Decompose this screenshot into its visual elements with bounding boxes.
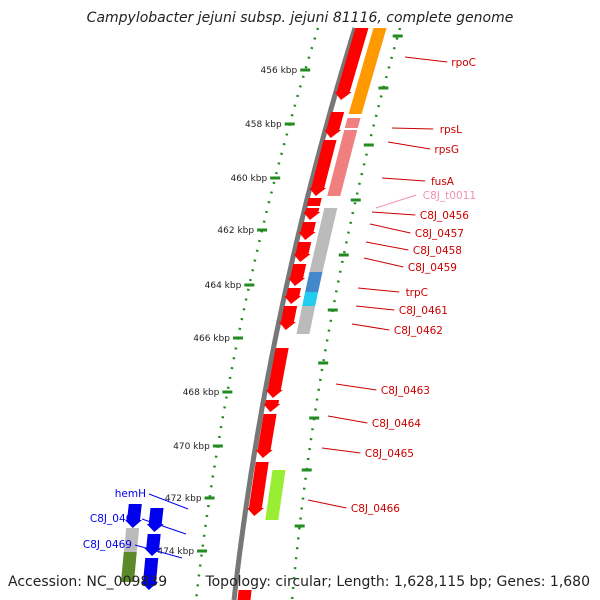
ruler-tick-label: 472 kbp <box>165 494 202 504</box>
ruler-tick-label: 464 kbp <box>205 281 242 291</box>
label-leader-line <box>351 323 390 331</box>
gene-label: C8J_0469 <box>83 539 132 551</box>
gene-label: C8J_0466 <box>351 503 400 515</box>
label-leader-line <box>381 177 426 182</box>
gene-label: C8J_0468 <box>90 513 139 525</box>
ruler-tick-label: 456 kbp <box>261 66 298 76</box>
gene-C8J_0468 <box>146 508 164 532</box>
gene-rpsL <box>324 112 345 138</box>
label-leader-line <box>363 257 404 268</box>
gene-C8J_0456 <box>303 208 321 220</box>
lime-block <box>265 470 286 520</box>
ruler-tick-label: 468 kbp <box>183 388 220 398</box>
gene-label: C8J_0464 <box>372 418 421 430</box>
gene-trpC <box>284 288 302 304</box>
ruler-tick-label: 462 kbp <box>217 226 254 236</box>
gene-label: C8J_0456 <box>420 210 469 222</box>
feature-labels: 456 kbp 458 kbp 460 kbp 462 kbp 464 kbp 466 k… <box>83 56 476 559</box>
accession-label: Accession: NC_009839 <box>8 574 168 590</box>
label-leader-line <box>387 141 431 150</box>
feature-tracks <box>121 27 403 600</box>
cyan-block <box>302 292 319 306</box>
label-leader-line <box>391 127 434 130</box>
gene-blue-bottom <box>141 558 159 590</box>
gene-label: C8J_0459 <box>408 262 457 274</box>
gray-block <box>123 528 140 552</box>
ruler-tick-label: 466 kbp <box>193 334 230 344</box>
genome-stats-label: Topology: circular; Length: 1,628,115 bp… <box>205 574 590 590</box>
rrna-block <box>348 28 387 114</box>
gene-label: C8J_0462 <box>394 325 443 337</box>
gene-label: C8J_0465 <box>365 448 414 460</box>
label-leader-line <box>365 241 409 251</box>
gene-label: C8J_0457 <box>415 228 464 240</box>
gene-label: hemH <box>115 488 146 500</box>
label-leader-line <box>404 56 448 63</box>
gray-block <box>309 208 338 272</box>
ruler-tick-label: 474 kbp <box>157 547 194 557</box>
label-leader-line <box>321 447 361 454</box>
light-red-block <box>344 118 361 128</box>
gray-block <box>296 306 316 334</box>
gene-label: C8J_0461 <box>399 305 448 317</box>
label-leader-line <box>371 211 416 216</box>
ruler-tick-label: 460 kbp <box>230 174 267 184</box>
gene-C8J_0461 <box>278 306 298 330</box>
gene-label: trpC <box>406 287 428 299</box>
olive-block <box>121 552 137 582</box>
gene-label: fusA <box>431 176 455 188</box>
ruler-tick-label: 458 kbp <box>245 120 282 130</box>
label-leader-line <box>375 194 417 209</box>
gene-label: C8J_0458 <box>413 245 462 257</box>
light-red-block <box>327 130 358 196</box>
label-leader-line <box>307 499 347 509</box>
gene-hemH <box>125 504 143 528</box>
gene-C8J_0459 <box>288 264 307 286</box>
gene-C8J_0457 <box>298 222 316 240</box>
backbone-line <box>231 27 358 600</box>
map-title: Campylobacter jejuni subsp. jejuni 81116… <box>86 10 514 26</box>
gene-label: C8J_0463 <box>381 385 430 397</box>
gene-rpoC <box>334 28 369 100</box>
ruler-tick-label: 470 kbp <box>173 442 210 452</box>
gene-C8J_0463 <box>263 400 281 412</box>
label-leader-line <box>148 493 189 510</box>
gene-label: C8J_t0011 <box>423 190 476 202</box>
label-leader-line <box>134 544 183 559</box>
outer-tick-ruler <box>194 27 320 600</box>
label-leader-line <box>357 287 400 293</box>
steel-block <box>305 272 323 292</box>
gene-C8J_0462 <box>265 348 289 398</box>
gene-C8J_0458 <box>293 242 312 262</box>
label-leader-line <box>355 305 395 311</box>
gene-bottom <box>237 590 252 600</box>
label-leader-line <box>369 223 411 234</box>
gene-label: rpoC <box>451 57 476 69</box>
gene-rpsG <box>309 140 337 196</box>
label-leader-line <box>335 383 377 391</box>
gene-label: rpsG <box>434 144 459 156</box>
gene-C8J_0464 <box>255 414 277 458</box>
gene-fusA <box>306 198 322 206</box>
label-leader-line <box>141 518 187 535</box>
label-leader-line <box>327 415 368 424</box>
gene-C8J_0469 <box>144 534 162 556</box>
gene-label: rpsL <box>440 124 462 136</box>
gene-C8J_0466 <box>246 462 269 516</box>
